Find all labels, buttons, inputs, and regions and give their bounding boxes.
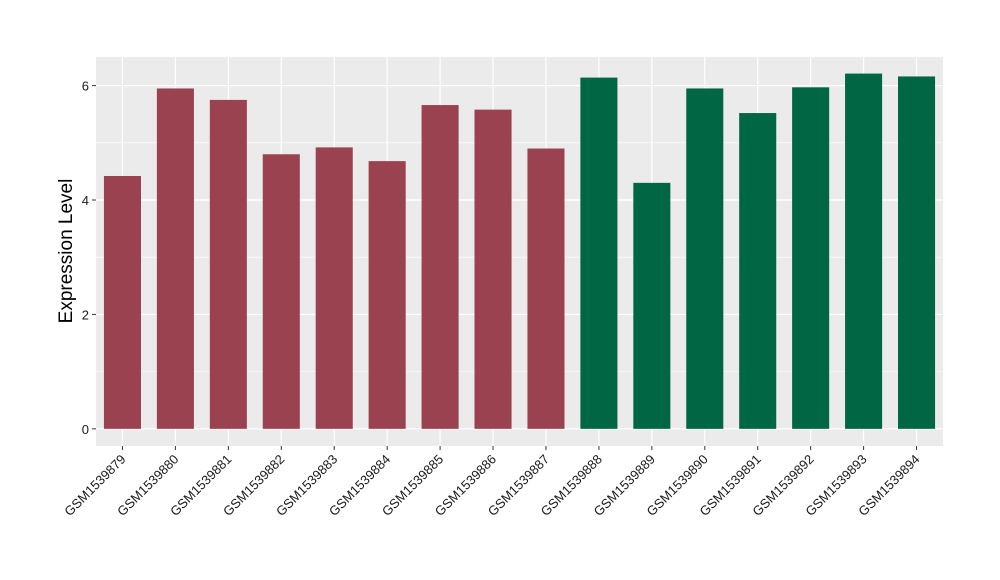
y-axis: 0 2 4 6 [82, 79, 96, 437]
bar-GSM1539884 [368, 161, 406, 429]
bar-GSM1539891 [739, 113, 777, 429]
bar-GSM1539882 [262, 154, 300, 429]
bar-GSM1539881 [209, 99, 247, 429]
y-tick-label: 6 [82, 79, 89, 94]
bar-GSM1539879 [103, 175, 141, 429]
bar-GSM1539893 [845, 73, 883, 429]
y-axis-title: Expression Level [56, 179, 77, 324]
bar-GSM1539883 [315, 147, 353, 429]
bar-GSM1539885 [421, 105, 459, 429]
bar-GSM1539890 [686, 88, 724, 429]
bar-GSM1539887 [527, 148, 565, 429]
y-tick-label: 0 [82, 422, 89, 437]
x-axis: GSM1539879GSM1539880GSM1539881GSM1539882… [61, 446, 923, 519]
y-tick-label: 4 [82, 193, 89, 208]
bar-GSM1539894 [898, 76, 936, 429]
bar-GSM1539880 [156, 88, 194, 429]
bar-GSM1539888 [580, 77, 618, 429]
bar-GSM1539886 [474, 109, 512, 429]
bar-GSM1539892 [792, 87, 830, 429]
bar-GSM1539889 [633, 182, 671, 429]
y-tick-label: 2 [82, 307, 89, 322]
bars [103, 73, 936, 429]
